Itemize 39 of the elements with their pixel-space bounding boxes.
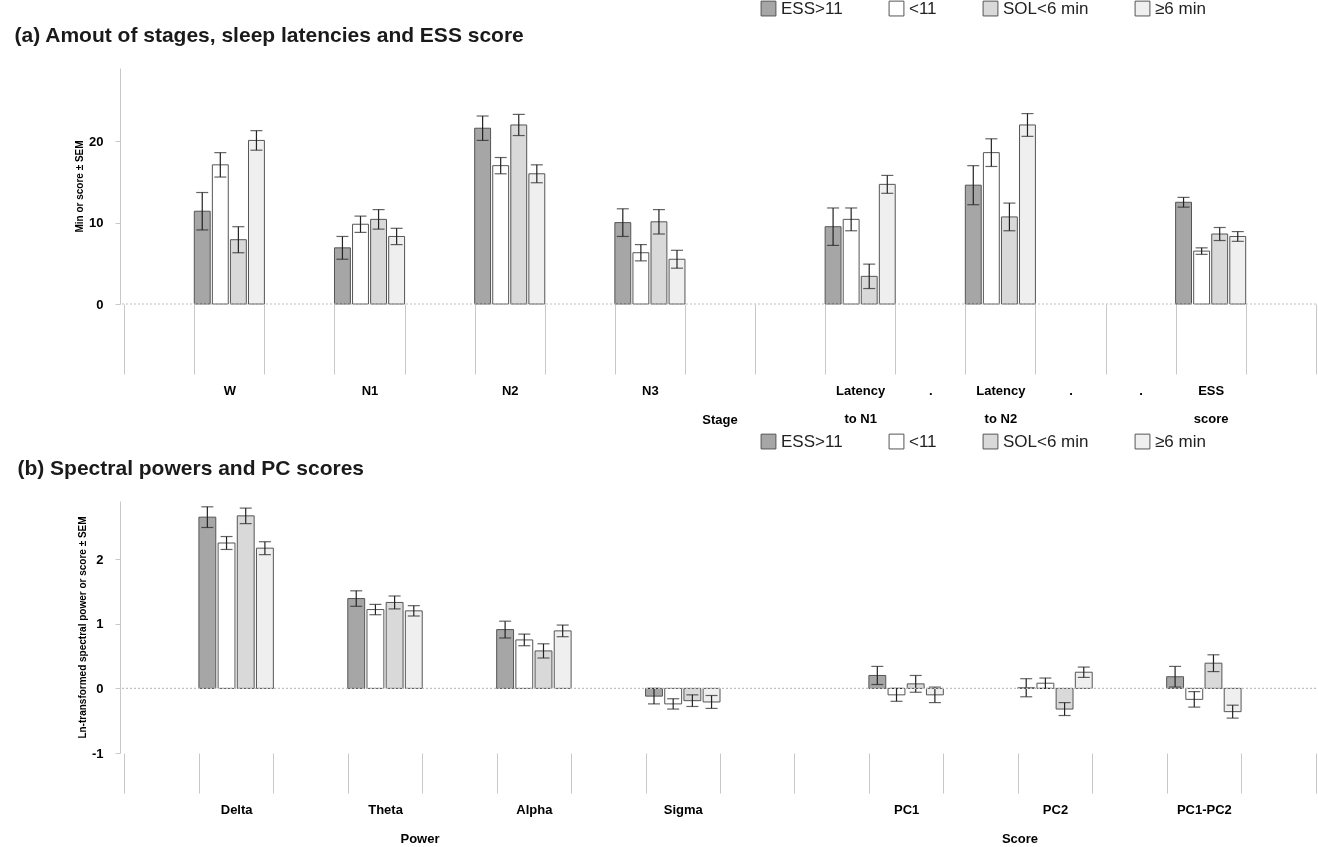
y-tick-label: -1	[91, 745, 104, 761]
text: Stage	[702, 412, 738, 427]
text: Power	[400, 831, 440, 846]
x-tick-label: Sigma	[663, 801, 704, 817]
y-tick-label: 10	[89, 215, 104, 231]
y-tick-label: 0	[96, 680, 104, 696]
x-tick-label: .	[928, 382, 933, 398]
y-axis-title: Ln-transformed spectral power or score ± SEM	[76, 516, 88, 739]
legend-label: ESS>11	[781, 0, 843, 18]
legend-label: <11	[909, 0, 937, 18]
x-tick-label: Delta	[220, 801, 254, 817]
legend-label: ≥6 min	[1155, 431, 1206, 451]
y-tick-label: 0	[96, 296, 104, 312]
legend-label: <11	[909, 431, 937, 451]
x-tick-label: PC1-PC2	[1176, 801, 1232, 817]
x-tick-label: N1	[361, 382, 379, 398]
x-tick-label: .	[1069, 382, 1073, 398]
chart-title: (a) Amout of stages, sleep latencies and ESS score	[14, 23, 524, 46]
legend-label: SOL<6 min	[1003, 0, 1089, 18]
x-tick-label: Theta	[368, 801, 404, 817]
x-tick-label: ESS score	[1193, 382, 1229, 426]
x-tick-label: Latency to N1	[836, 382, 887, 426]
legend-label: ≥6 min	[1155, 0, 1206, 18]
chart-title: (b) Spectral powers and PC scores	[17, 456, 365, 479]
y-tick-label: 2	[96, 551, 104, 567]
x-tick-label: PC1	[893, 801, 920, 817]
y-tick-label: 20	[89, 133, 104, 149]
legend-label: ESS>11	[781, 431, 843, 451]
x-tick-label: N3	[642, 382, 659, 398]
y-axis-title: Min or score ± SEM	[74, 140, 86, 233]
x-tick-label: .	[1139, 382, 1143, 398]
y-tick-label: 1	[96, 616, 104, 632]
x-tick-label: Alpha	[516, 801, 554, 817]
text: Score	[1001, 831, 1039, 846]
x-tick-label: N2	[501, 382, 519, 398]
x-tick-label: PC2	[1042, 801, 1069, 817]
x-tick-label: W	[223, 382, 237, 398]
x-tick-label: Latency to N2	[976, 382, 1027, 426]
legend-label: SOL<6 min	[1003, 431, 1089, 451]
